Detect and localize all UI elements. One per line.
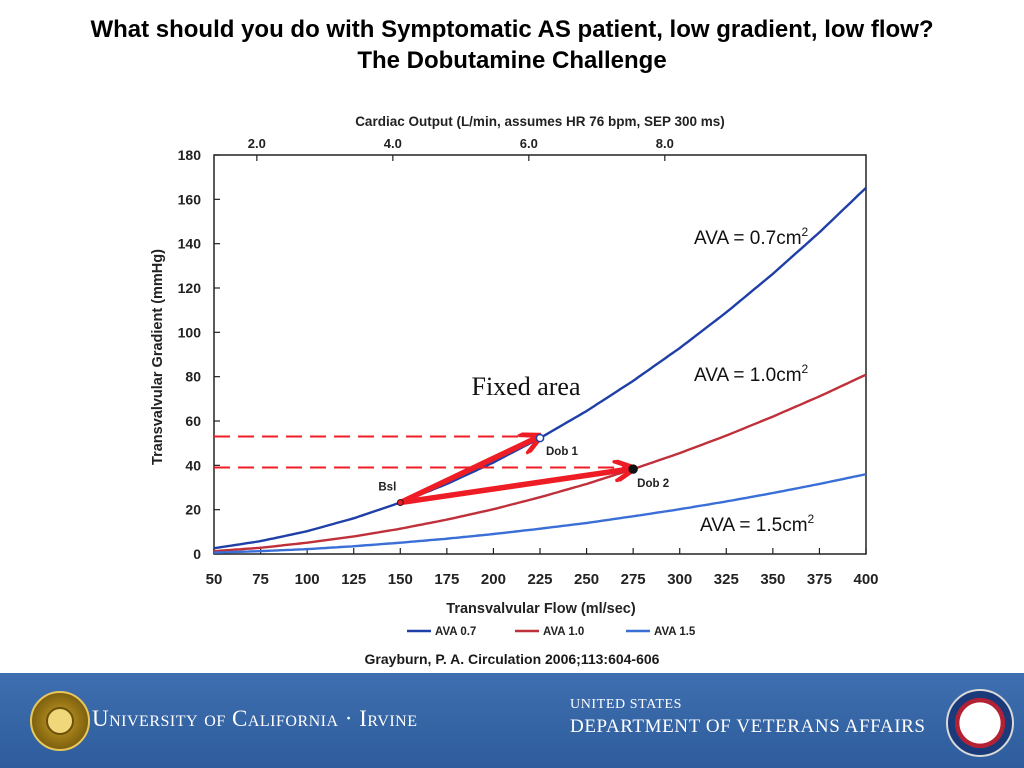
fixed-area-annotation: Fixed area [471,372,580,401]
x-tick-label: 225 [527,571,552,588]
y-tick-label: 80 [185,369,201,385]
uci-name: University of California · Irvine [92,706,418,731]
slide-title: What should you do with Symptomatic AS p… [0,14,1024,76]
y-tick-label: 160 [178,191,202,207]
point-label-dob1: Dob 1 [546,446,579,458]
x-tick-label: 275 [621,571,646,588]
y-tick-label: 100 [178,324,202,340]
x-axis-title: Transvalvular Flow (ml/sec) [446,601,636,617]
top-tick-label: 6.0 [520,136,538,151]
y-axis-title: Transvalvular Gradient (mmHg) [150,249,166,465]
x-tick-label: 125 [341,571,366,588]
gradient-flow-chart: Cardiac Output (L/min, assumes HR 76 bpm… [150,114,879,638]
y-tick-label: 120 [178,280,202,296]
change-arrow [397,469,629,506]
legend-label: AVA 1.0 [543,626,584,638]
x-tick-label: 50 [206,571,223,588]
x-tick-label: 150 [388,571,413,588]
va-line-1: UNITED STATES [570,697,683,712]
x-tick-label: 200 [481,571,506,588]
y-tick-label: 20 [185,502,201,518]
ava-annotation-text: AVA = 0.7cm [694,228,802,249]
top-tick-label: 2.0 [248,136,266,151]
x-tick-label: 250 [574,571,599,588]
ava-annotation-superscript: 2 [802,225,809,239]
y-tick-label: 0 [193,546,201,562]
legend-label: AVA 0.7 [435,626,476,638]
va-line-2: DEPARTMENT OF VETERANS AFFAIRS [570,716,926,737]
ava-annotation-text: AVA = 1.5cm [700,515,808,536]
series-line-ava-1-5 [213,473,867,554]
x-tick-label: 100 [295,571,320,588]
y-tick-label: 60 [185,413,201,429]
x-tick-label: 350 [760,571,785,588]
legend-label: AVA 1.5 [654,626,696,638]
series-line-ava-1-0 [213,373,867,553]
y-tick-label: 180 [178,147,202,163]
top-tick-label: 4.0 [384,136,402,151]
top-axis-label: Cardiac Output (L/min, assumes HR 76 bpm… [355,114,725,129]
x-tick-label: 175 [434,571,459,588]
y-tick-label: 40 [185,457,201,473]
ava-annotation: AVA = 1.0cm2 [694,362,809,386]
x-tick-label: 325 [714,571,739,588]
x-tick-label: 300 [667,571,692,588]
va-seal-icon [946,689,1014,757]
change-arrow [397,438,536,506]
citation: Grayburn, P. A. Circulation 2006;113:604… [364,651,660,667]
title-line-2: The Dobutamine Challenge [357,47,667,74]
point-label-dob2: Dob 2 [637,478,669,490]
ava-annotation: AVA = 0.7cm2 [694,225,809,249]
ava-annotation: AVA = 1.5cm2 [700,512,815,536]
ava-annotation-superscript: 2 [808,512,815,526]
data-point-dob-2 [628,464,638,474]
y-tick-label: 140 [178,236,202,252]
data-point-dob-1 [535,433,545,443]
x-tick-label: 375 [807,571,832,588]
uci-seal-icon [30,691,90,751]
plot-frame [213,154,867,555]
ava-annotation-text: AVA = 1.0cm [694,365,802,386]
title-line-1: What should you do with Symptomatic AS p… [90,16,934,43]
footer-banner: University of California · Irvine UNITED… [0,673,1024,768]
x-tick-label: 75 [252,571,269,588]
data-point-bsl [396,499,404,506]
point-label-bsl: Bsl [378,482,396,494]
ava-annotation-superscript: 2 [802,362,809,376]
top-tick-label: 8.0 [656,136,674,151]
x-tick-label: 400 [853,571,878,588]
